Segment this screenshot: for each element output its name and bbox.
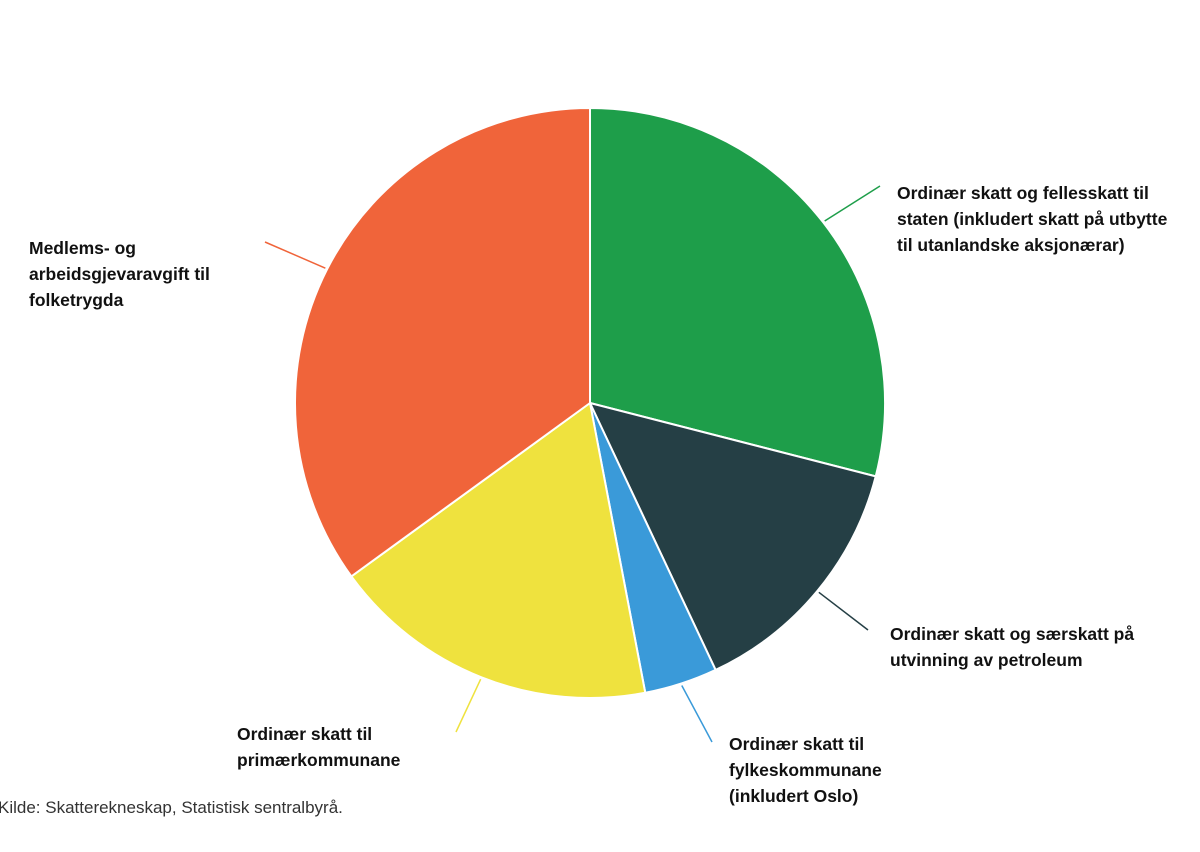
slice-label: Ordinær skatt og særskatt på utvinning a… [890, 624, 1135, 670]
slice-label: Ordinær skatt til fylkeskommunane (inklu… [729, 734, 882, 806]
leader-line [818, 591, 869, 631]
pie-slice [588, 401, 877, 672]
pie-slice [294, 106, 591, 578]
source-note: Kilde: Skatterekneskap, Statistisk sentr… [0, 798, 343, 817]
slice-label: Ordinær skatt og fellesskatt til staten … [897, 183, 1168, 255]
pie-slice [349, 401, 647, 699]
slice-label: Medlems- og arbeidsgjevaravgift til folk… [29, 238, 210, 310]
slice-label: Ordinær skatt til primærkommunane [237, 724, 401, 770]
pie-slice [589, 106, 886, 478]
leader-line [455, 678, 482, 733]
leader-line [681, 685, 713, 743]
leader-line [264, 241, 326, 269]
leader-line [824, 185, 881, 222]
